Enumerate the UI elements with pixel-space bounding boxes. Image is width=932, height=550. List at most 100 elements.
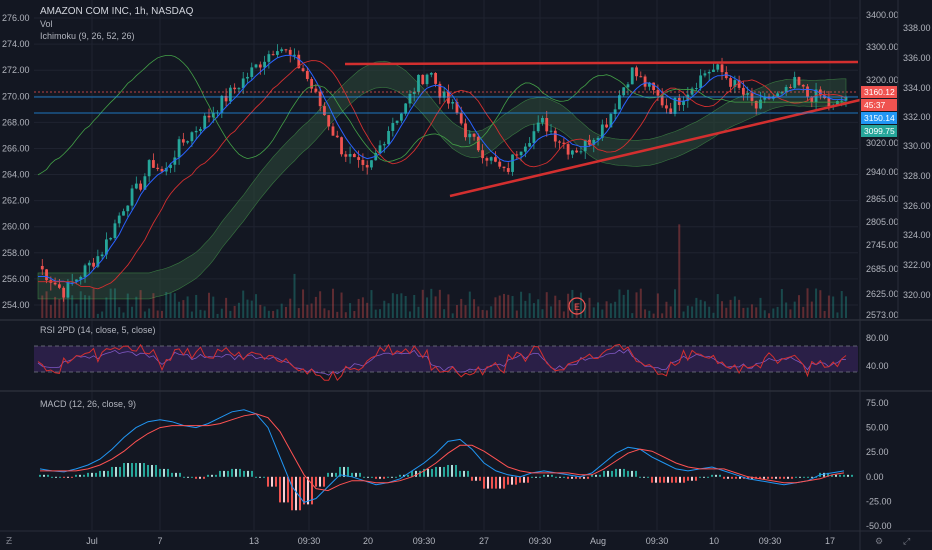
candle-body[interactable] [596, 137, 600, 140]
candle-body[interactable] [340, 137, 343, 155]
candle-body[interactable] [190, 132, 194, 142]
candle-body[interactable] [712, 69, 715, 72]
candle-body[interactable] [690, 88, 694, 95]
earnings-marker[interactable]: E [568, 297, 586, 315]
candle-body[interactable] [152, 160, 155, 168]
candle-body[interactable] [541, 118, 544, 123]
candle-body[interactable] [203, 115, 207, 130]
candle-body[interactable] [263, 61, 266, 68]
macd-axis[interactable]: 75.00 50.00 25.00 0.00 -25.00 -50.00 [866, 398, 892, 531]
candle-body[interactable] [613, 109, 617, 114]
candle-body[interactable] [181, 139, 185, 143]
candle-body[interactable] [134, 183, 138, 189]
candle-body[interactable] [519, 151, 523, 156]
settings-icon[interactable]: ⚙ [875, 536, 883, 546]
candle-body[interactable] [806, 86, 809, 97]
candle-body[interactable] [793, 77, 797, 88]
candle-body[interactable] [699, 75, 703, 89]
candle-body[interactable] [669, 108, 673, 114]
candle-body[interactable] [96, 256, 100, 267]
candle-body[interactable] [344, 154, 348, 157]
right-price-axis[interactable]: 3400.00 3300.00 3200.00 3020.00 2940.00 2865.… [859, 0, 899, 550]
candle-body[interactable] [566, 144, 570, 155]
candle-body[interactable] [173, 157, 177, 165]
candle-body[interactable] [489, 157, 493, 161]
candle-body[interactable] [143, 176, 147, 190]
candle-body[interactable] [327, 115, 331, 127]
candle-body[interactable] [502, 166, 506, 169]
candle-body[interactable] [562, 142, 566, 145]
candle-body[interactable] [536, 122, 540, 132]
candle-body[interactable] [635, 67, 638, 77]
candle-body[interactable] [703, 73, 707, 76]
candle-body[interactable] [408, 93, 412, 104]
candle-body[interactable] [733, 80, 737, 87]
candle-body[interactable] [224, 95, 228, 102]
candle-body[interactable] [318, 91, 322, 107]
candle-body[interactable] [130, 188, 134, 206]
candle-body[interactable] [789, 86, 792, 88]
candle-body[interactable] [169, 164, 172, 168]
candle-body[interactable] [592, 139, 596, 145]
candle-body[interactable] [451, 101, 455, 104]
candle-body[interactable] [276, 51, 279, 55]
trendline-0[interactable] [344, 60, 859, 66]
candle-body[interactable] [515, 154, 519, 156]
candle-body[interactable] [357, 157, 361, 160]
candle-body[interactable] [583, 139, 587, 152]
candle-body[interactable] [399, 113, 403, 121]
candle-body[interactable] [331, 126, 335, 136]
candle-body[interactable] [618, 95, 621, 110]
candle-body[interactable] [579, 151, 583, 153]
candle-body[interactable] [741, 87, 745, 95]
candle-body[interactable] [280, 49, 284, 52]
trendlines[interactable] [344, 60, 861, 198]
candle-body[interactable] [630, 67, 634, 85]
candle-body[interactable] [412, 91, 416, 94]
candle-body[interactable] [481, 150, 485, 159]
candle-body[interactable] [382, 144, 386, 146]
candle-body[interactable] [194, 130, 198, 133]
candle-body[interactable] [314, 88, 318, 92]
candle-body[interactable] [45, 269, 48, 281]
candle-body[interactable] [652, 82, 656, 91]
candle-body[interactable] [754, 100, 758, 109]
candle-body[interactable] [335, 135, 339, 138]
candle-body[interactable] [126, 205, 130, 212]
candle-body[interactable] [720, 64, 724, 73]
candle-body[interactable] [459, 112, 463, 124]
candle-body[interactable] [228, 87, 232, 102]
candle-body[interactable] [682, 100, 685, 105]
candle-body[interactable] [763, 96, 767, 100]
trendline-1[interactable] [449, 98, 861, 198]
candle-body[interactable] [395, 120, 399, 124]
candle-body[interactable] [780, 92, 784, 94]
outer-price-axis[interactable]: 338.00 336.00 334.00 332.00 330.00 328.00 326.… [897, 0, 931, 318]
time-axis[interactable]: Jul 7 13 09:30 20 09:30 27 09:30 Aug 09:30 10 09:30… [0, 530, 932, 546]
candle-body[interactable] [271, 54, 275, 56]
candle-body[interactable] [404, 103, 408, 114]
candle-body[interactable] [417, 74, 420, 92]
candle-body[interactable] [109, 237, 113, 240]
candle-body[interactable] [425, 74, 429, 85]
candle-body[interactable] [810, 96, 814, 103]
candle-body[interactable] [549, 130, 553, 132]
candle-body[interactable] [438, 83, 442, 98]
candle-body[interactable] [391, 123, 395, 131]
candle-body[interactable] [434, 72, 437, 84]
candle-body[interactable] [293, 54, 296, 56]
candle-body[interactable] [639, 76, 643, 78]
candle-body[interactable] [656, 90, 660, 96]
candle-body[interactable] [79, 276, 83, 280]
candle-body[interactable] [220, 95, 224, 113]
candle-body[interactable] [62, 287, 66, 298]
candle-body[interactable] [254, 64, 258, 68]
candle-body[interactable] [523, 146, 527, 152]
candle-body[interactable] [186, 141, 190, 143]
candle-body[interactable] [53, 282, 57, 285]
candle-body[interactable] [40, 265, 44, 270]
candle-body[interactable] [66, 281, 70, 298]
candle-body[interactable] [442, 91, 446, 98]
candle-body[interactable] [494, 157, 497, 162]
